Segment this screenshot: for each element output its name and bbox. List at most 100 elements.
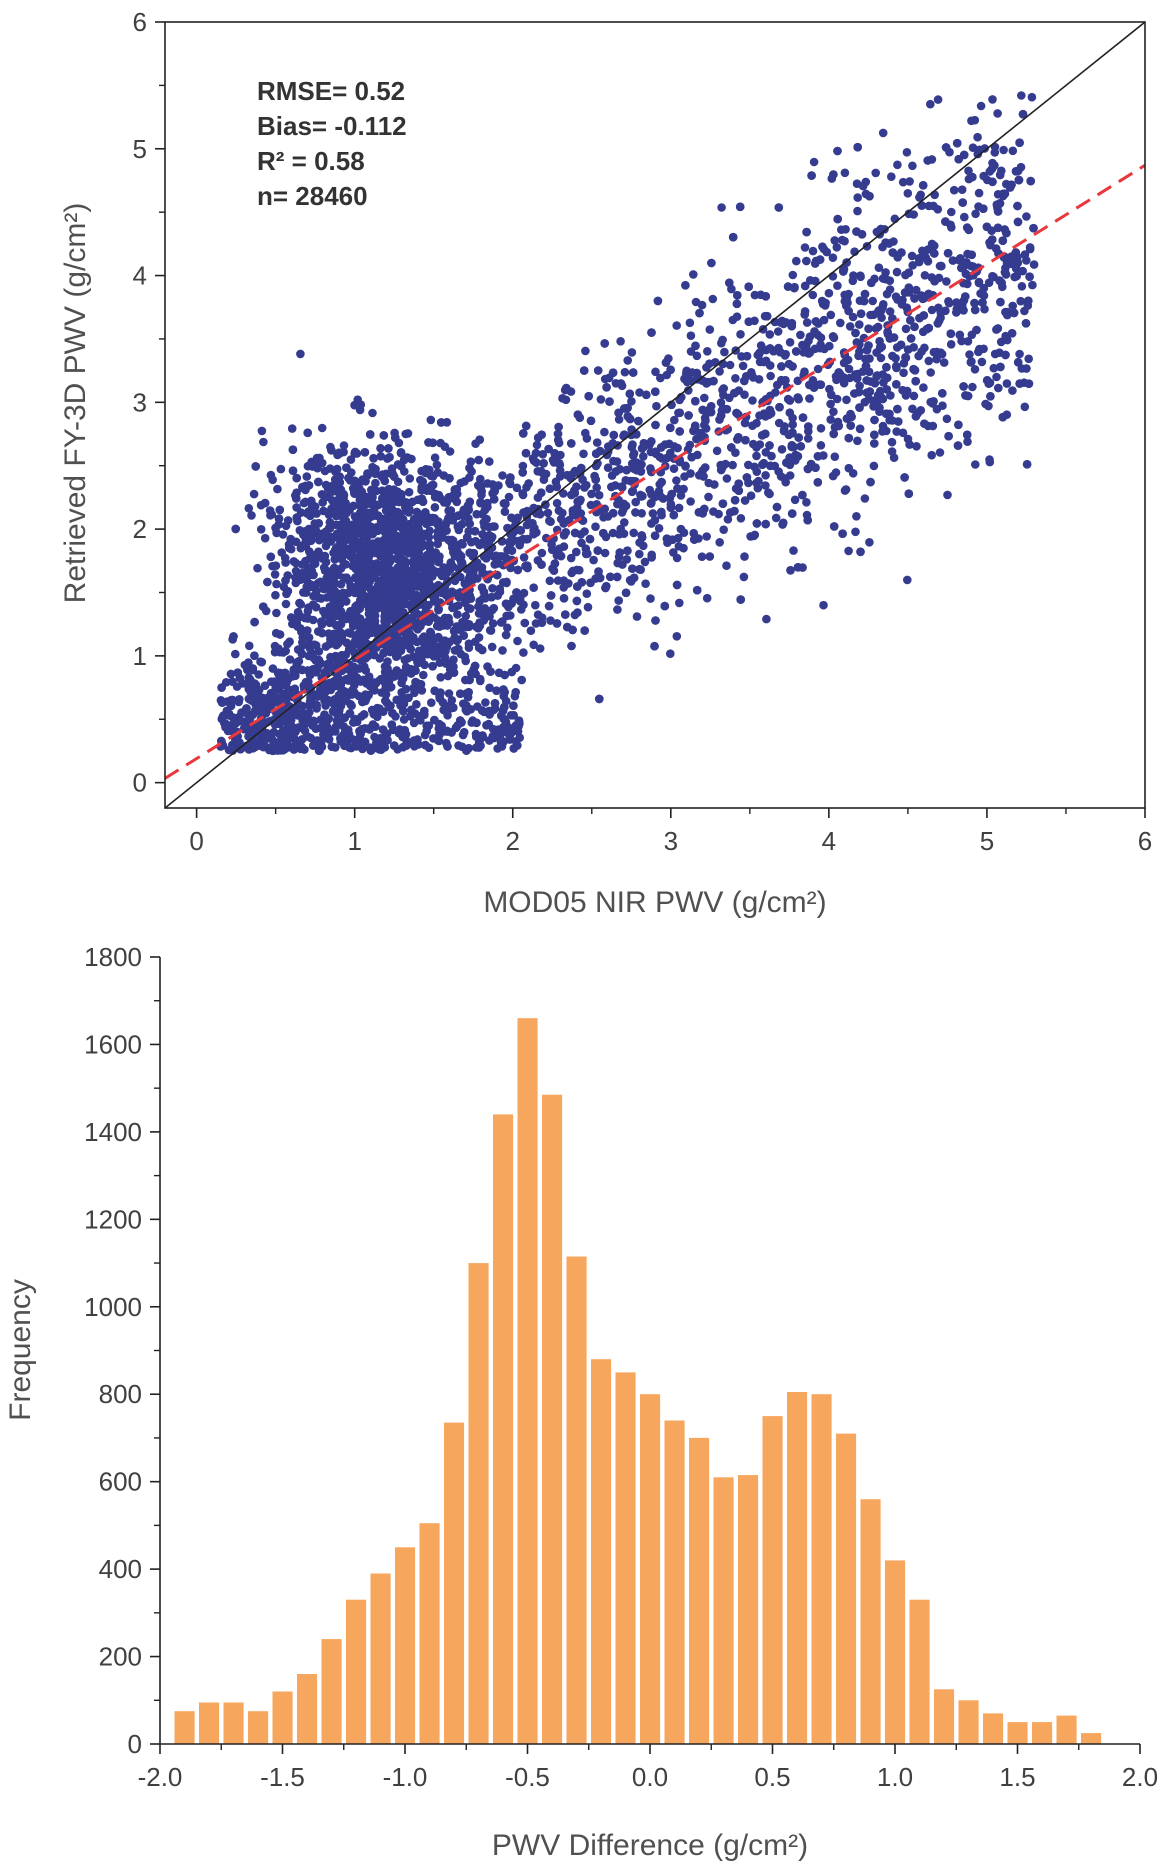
- scatter-point: [271, 561, 281, 570]
- scatter-point: [317, 620, 327, 629]
- scatter-point: [637, 460, 646, 469]
- scatter-point: [808, 290, 818, 300]
- scatter-point: [376, 444, 385, 453]
- scatter-point: [257, 657, 267, 667]
- scatter-point: [537, 468, 546, 477]
- scatter-point: [221, 722, 230, 732]
- scatter-point: [698, 405, 707, 415]
- scatter-point: [885, 285, 895, 294]
- scatter-point: [871, 168, 880, 178]
- scatter-point: [470, 661, 480, 671]
- scatter-point: [317, 490, 327, 499]
- scatter-point: [675, 598, 684, 608]
- scatter-point: [226, 669, 236, 679]
- scatter-point: [367, 705, 377, 715]
- scatter-point: [582, 589, 592, 598]
- scatter-point: [331, 620, 341, 630]
- scatter-point: [571, 511, 581, 520]
- scatter-point: [673, 443, 682, 453]
- scatter-point: [503, 623, 512, 633]
- scatter-point: [404, 693, 413, 703]
- scatter-point: [555, 466, 565, 475]
- scatter-point: [509, 744, 519, 753]
- scatter-point: [217, 683, 226, 692]
- scatter-point: [990, 349, 1000, 359]
- scatter-point: [970, 365, 980, 374]
- scatter-point: [912, 442, 921, 451]
- scatter-point: [263, 577, 272, 587]
- scatter-point: [839, 358, 849, 368]
- scatter-point: [802, 498, 811, 507]
- scatter-point: [728, 232, 738, 242]
- scatter-point: [400, 597, 409, 607]
- scatter-point: [461, 705, 471, 715]
- scatter-point: [274, 644, 283, 653]
- scatter-point: [679, 484, 688, 494]
- scatter-point: [761, 471, 770, 480]
- scatter-point: [628, 486, 638, 496]
- scatter-point: [735, 202, 745, 212]
- scatter-point: [853, 142, 862, 152]
- scatter-point: [250, 617, 259, 627]
- scatter-point: [825, 341, 834, 351]
- scatter-point: [366, 573, 375, 582]
- scatter-point: [409, 524, 419, 534]
- scatter-point: [329, 699, 339, 709]
- scatter-point: [1002, 307, 1012, 317]
- scatter-point: [580, 626, 589, 635]
- scatter-point: [830, 452, 840, 462]
- scatter-point: [686, 331, 696, 341]
- scatter-point: [942, 277, 951, 286]
- scatter-point: [435, 523, 445, 532]
- scatter-point: [742, 473, 752, 482]
- scatter-point: [727, 443, 736, 452]
- scatter-point: [552, 498, 562, 508]
- scatter-point: [593, 546, 603, 555]
- scatter-point: [244, 504, 254, 513]
- scatter-point: [888, 351, 897, 361]
- scatter-point: [738, 361, 748, 371]
- scatter-point: [292, 503, 301, 512]
- scatter-point: [629, 573, 639, 583]
- scatter-point: [554, 422, 563, 432]
- scatter-point: [864, 394, 874, 404]
- scatter-point: [382, 664, 392, 674]
- scatter-point: [836, 318, 845, 328]
- scatter-point: [750, 530, 760, 540]
- scatter-point: [791, 347, 801, 356]
- scatter-point: [906, 334, 916, 343]
- scatter-point: [457, 558, 467, 568]
- scatter-point: [902, 148, 912, 157]
- scatter-point: [320, 551, 330, 561]
- scatter-point: [761, 292, 771, 301]
- scatter-point: [684, 386, 693, 395]
- scatter-point: [842, 414, 852, 423]
- scatter-point: [444, 689, 454, 698]
- scatter-point: [382, 642, 392, 651]
- scatter-point: [393, 488, 403, 498]
- scatter-point: [507, 667, 517, 677]
- scatter-point: [873, 308, 883, 318]
- scatter-point: [379, 593, 389, 602]
- scatter-point: [595, 573, 605, 583]
- scatter-point: [436, 673, 446, 682]
- scatter-point: [428, 472, 438, 481]
- scatter-point: [647, 437, 656, 446]
- scatter-point: [431, 489, 440, 499]
- scatter-point: [303, 606, 313, 616]
- scatter-point: [666, 423, 675, 433]
- scatter-point: [258, 693, 267, 703]
- scatter-point: [701, 424, 711, 433]
- scatter-point: [908, 261, 917, 270]
- scatter-point: [518, 461, 528, 471]
- scatter-point: [777, 362, 786, 371]
- scatter-point: [1009, 308, 1019, 318]
- scatter-point: [586, 416, 596, 426]
- scatter-point: [413, 735, 422, 744]
- scatter-point: [442, 498, 452, 507]
- scatter-point: [736, 330, 745, 339]
- scatter-point: [661, 358, 671, 367]
- scatter-point: [388, 469, 397, 478]
- scatter-point: [963, 337, 973, 346]
- scatter-point: [762, 614, 771, 624]
